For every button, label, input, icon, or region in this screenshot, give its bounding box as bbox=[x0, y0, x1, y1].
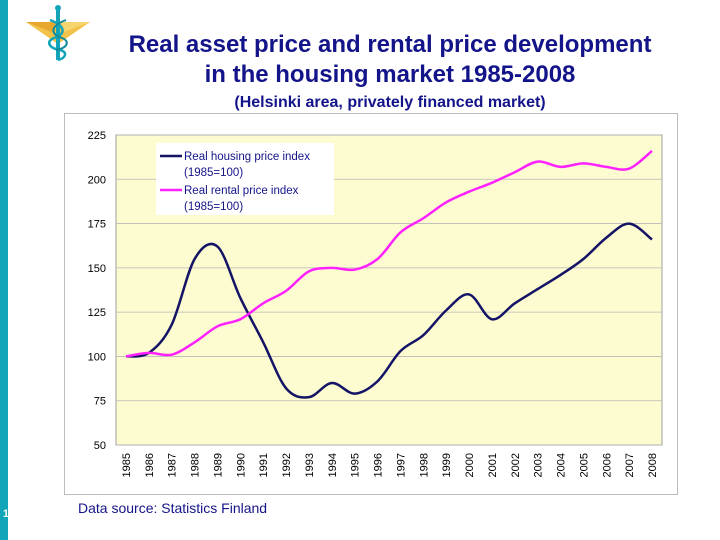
x-tick-label: 1999 bbox=[441, 453, 453, 477]
x-tick-label: 2007 bbox=[624, 453, 636, 477]
legend-box bbox=[156, 143, 334, 215]
series-line-housing bbox=[125, 222, 653, 399]
x-tick-label: 2003 bbox=[533, 453, 545, 477]
caduceus-logo-icon bbox=[26, 4, 90, 64]
x-tick-label: 1995 bbox=[350, 453, 362, 477]
series-line-rental bbox=[125, 149, 653, 358]
y-tick-label: 150 bbox=[88, 263, 106, 275]
x-tick-label: 1990 bbox=[235, 453, 247, 477]
gridlines bbox=[116, 134, 662, 446]
x-tick-label: 2008 bbox=[647, 453, 659, 477]
y-tick-label: 50 bbox=[94, 440, 106, 452]
x-tick-label: 1992 bbox=[281, 453, 293, 477]
data-source-note: Data source: Statistics Finland bbox=[78, 500, 268, 516]
x-axis-ticks: 1985 1986 1987 1988 1989 1990 1991 1992 1993 1994… bbox=[121, 453, 659, 477]
legend-label-rental-1: Real rental price index bbox=[184, 185, 299, 197]
x-tick-label: 1993 bbox=[304, 453, 316, 477]
left-accent-bar bbox=[0, 0, 8, 540]
legend: Real housing price index (1985=100) Real… bbox=[156, 143, 334, 215]
y-tick-label: 100 bbox=[88, 351, 106, 363]
y-axis-ticks: 50 75 100 125 150 175 200 225 bbox=[88, 130, 106, 452]
y-tick-label: 225 bbox=[88, 130, 106, 142]
legend-label-rental-2: (1985=100) bbox=[184, 201, 243, 213]
x-tick-label: 2005 bbox=[578, 453, 590, 477]
x-tick-label: 1987 bbox=[167, 453, 179, 477]
series-lines bbox=[125, 149, 653, 399]
slide-subtitle: (Helsinki area, privately financed marke… bbox=[234, 94, 546, 111]
x-tick-label: 1997 bbox=[395, 453, 407, 477]
x-tick-label: 1988 bbox=[190, 453, 202, 477]
page-number: 12 bbox=[2, 508, 16, 520]
x-tick-label: 1994 bbox=[327, 453, 339, 477]
x-tick-label: 2004 bbox=[556, 453, 568, 477]
legend-label-housing-1: Real housing price index bbox=[184, 151, 310, 163]
x-tick-label: 2002 bbox=[510, 453, 522, 477]
legend-label-housing-2: (1985=100) bbox=[184, 167, 243, 179]
slide-title-line-1: Real asset price and rental price develo… bbox=[128, 31, 652, 58]
x-tick-label: 2001 bbox=[487, 453, 499, 477]
y-tick-label: 200 bbox=[88, 174, 106, 186]
x-tick-label: 1986 bbox=[144, 453, 156, 477]
y-tick-label: 75 bbox=[94, 396, 106, 408]
y-tick-label: 125 bbox=[88, 307, 106, 319]
x-tick-label: 1985 bbox=[121, 453, 133, 477]
x-tick-label: 1996 bbox=[373, 453, 385, 477]
slide-title-line-2: in the housing market 1985-2008 bbox=[204, 61, 576, 88]
x-tick-label: 2000 bbox=[464, 453, 476, 477]
x-tick-label: 1998 bbox=[418, 453, 430, 477]
x-tick-label: 1989 bbox=[212, 453, 224, 477]
x-tick-label: 2006 bbox=[601, 453, 613, 477]
y-tick-label: 175 bbox=[88, 219, 106, 231]
x-tick-label: 1991 bbox=[258, 453, 270, 477]
